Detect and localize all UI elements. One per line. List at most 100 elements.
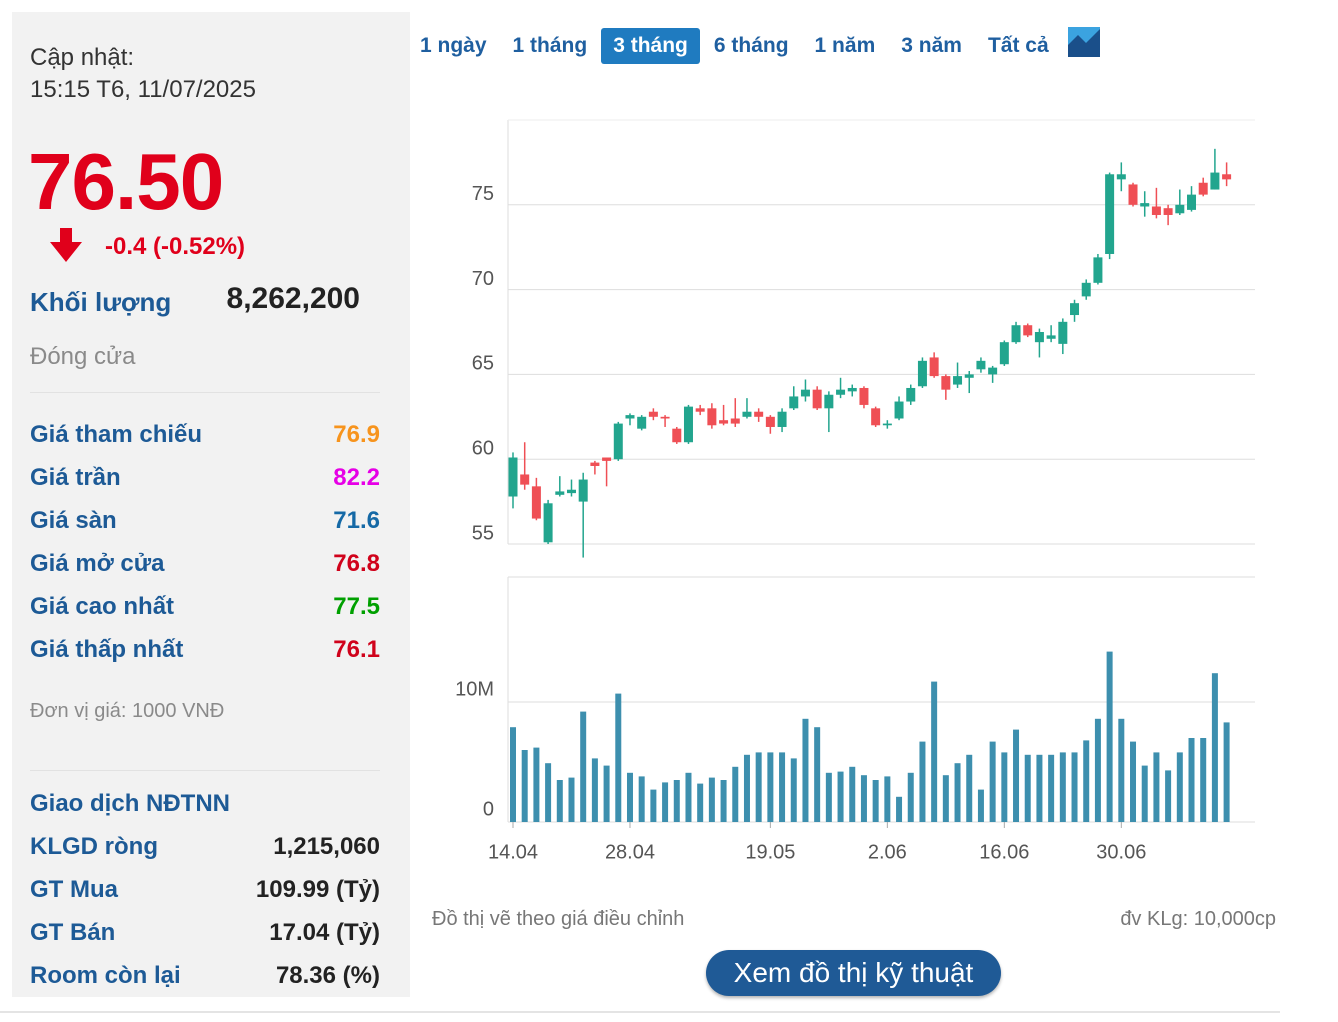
row-value: 109.99 (Tỷ) <box>255 876 380 903</box>
volume-value: 8,262,200 <box>226 282 360 315</box>
chart-icon[interactable] <box>1068 27 1100 57</box>
volume-bar <box>872 780 879 822</box>
candle-body <box>836 389 846 395</box>
status: Đóng cửa <box>30 343 136 370</box>
row-label: Room còn lại <box>30 962 181 989</box>
candle-body <box>1163 208 1173 215</box>
volume-bar <box>942 775 949 822</box>
volume-bar <box>755 752 762 822</box>
volume-bar <box>591 758 598 822</box>
volume-bar <box>638 776 645 822</box>
candle-body <box>1128 184 1138 205</box>
footnote-left: Đồ thị vẽ theo giá điều chỉnh <box>432 908 685 930</box>
candle-body <box>906 387 916 402</box>
candle-body <box>1210 172 1220 190</box>
volume-bar <box>977 789 984 822</box>
volume-bar <box>580 711 587 822</box>
candle-body <box>917 360 927 387</box>
volume-bar <box>697 783 704 822</box>
candle-body <box>847 387 857 392</box>
volume-bar <box>790 758 797 822</box>
volume-bar <box>650 789 657 822</box>
volume-bar <box>1106 651 1113 822</box>
volume-bar <box>1165 770 1172 822</box>
footnote-right: đv KLg: 10,000cp <box>1120 908 1276 930</box>
volume-bar <box>860 775 867 822</box>
volume-bar <box>814 727 821 822</box>
candle-body <box>988 367 998 375</box>
candle-body <box>1034 332 1044 343</box>
volume-bar <box>708 777 715 822</box>
row-label: Giá sàn <box>30 507 117 534</box>
row-label: GT Mua <box>30 876 118 903</box>
candle-body <box>1175 204 1185 214</box>
candle-body <box>800 389 810 397</box>
candle-body <box>719 420 729 424</box>
row-value: 82.2 <box>333 464 380 491</box>
candle-body <box>894 401 904 419</box>
volume-tick-label: 10M <box>455 678 494 700</box>
unit-note: Đơn vị giá: 1000 VNĐ <box>30 700 225 722</box>
row-value: 76.1 <box>333 636 380 663</box>
row-label: Giá mở cửa <box>30 550 165 577</box>
volume-bar <box>1141 765 1148 822</box>
range-tab[interactable]: 1 tháng <box>512 34 588 57</box>
y-tick-label: 65 <box>472 353 494 375</box>
price-change: -0.4 (-0.52%) <box>105 233 246 260</box>
volume-bar <box>1059 752 1066 822</box>
x-tick-label: 16.06 <box>979 841 1029 863</box>
candle-body <box>1198 182 1208 195</box>
technical-chart-button[interactable]: Xem đồ thị kỹ thuật <box>706 950 1001 996</box>
candle-body <box>929 357 939 377</box>
range-tab[interactable]: 1 ngày <box>420 34 487 57</box>
row-value: 76.8 <box>333 550 380 577</box>
range-tab[interactable]: 3 năm <box>901 34 962 57</box>
row-value: 76.9 <box>333 421 380 448</box>
volume-bar <box>1024 754 1031 822</box>
range-tab[interactable]: 6 tháng <box>713 34 789 57</box>
candle-body <box>953 376 963 385</box>
candle-body <box>859 387 869 405</box>
candle-body <box>1151 206 1161 215</box>
candle-body <box>1222 174 1232 180</box>
volume-bar <box>1176 752 1183 822</box>
volume-bar <box>802 718 809 822</box>
candle-body <box>578 479 588 502</box>
row-value: 1,215,060 <box>273 833 380 860</box>
y-tick-label: 60 <box>472 437 494 459</box>
volume-bar <box>556 780 563 822</box>
candle-body <box>1187 194 1197 210</box>
candle-body <box>660 416 670 419</box>
volume-bar <box>662 782 669 822</box>
volume-bar <box>1071 752 1078 822</box>
row-label: Giá trần <box>30 464 121 491</box>
volume-bar <box>1001 752 1008 822</box>
volume-bar <box>1083 740 1090 822</box>
volume-bar <box>545 763 552 822</box>
candle-body <box>824 394 834 409</box>
y-tick-label: 75 <box>472 183 494 205</box>
range-tab[interactable]: 1 năm <box>814 34 876 57</box>
volume-bar <box>626 772 633 822</box>
row-value: 78.36 (%) <box>275 962 380 989</box>
candle-body <box>882 423 892 426</box>
candle-body <box>1105 174 1115 254</box>
y-tick-label: 70 <box>472 268 494 290</box>
candle-body <box>590 462 600 466</box>
candle-body <box>789 396 799 409</box>
volume-bar <box>685 772 692 822</box>
volume-bar <box>954 763 961 822</box>
candle-body <box>707 408 717 426</box>
x-tick-label: 2.06 <box>868 841 907 863</box>
range-tab[interactable]: Tất cả <box>987 34 1049 57</box>
update-label: Cập nhật: <box>30 44 135 71</box>
volume-bar <box>896 796 903 822</box>
candle-body <box>648 411 658 417</box>
price: 76.50 <box>28 137 224 226</box>
volume-bar <box>1188 738 1195 822</box>
volume-bar <box>884 776 891 822</box>
range-tab[interactable]: 3 tháng <box>601 28 700 64</box>
volume-bar <box>1153 752 1160 822</box>
